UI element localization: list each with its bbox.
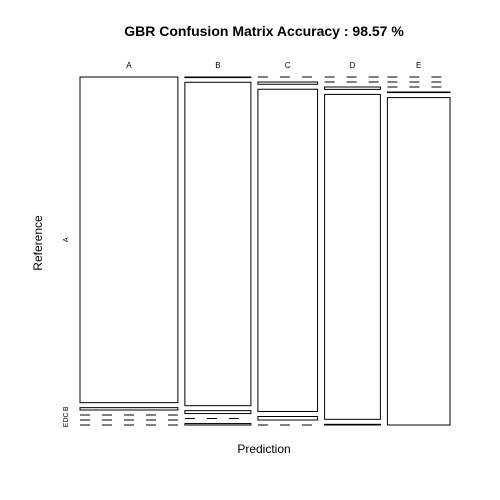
mosaic-cells bbox=[79, 76, 451, 426]
y-tick-label-b: B bbox=[63, 406, 70, 411]
cell-ref-e-pred-d bbox=[324, 423, 381, 426]
cell-ref-b-pred-a bbox=[79, 407, 179, 411]
cell-ref-e-pred-e bbox=[386, 97, 451, 426]
cell-ref-d-pred-c bbox=[257, 415, 319, 421]
cell-ref-a-pred-a bbox=[79, 76, 179, 404]
cell-ref-b-pred-b bbox=[184, 81, 252, 407]
cell-ref-c-pred-c bbox=[257, 88, 319, 412]
y-axis-label: Reference bbox=[31, 215, 45, 271]
chart-title: GBR Confusion Matrix Accuracy : 98.57 % bbox=[124, 23, 404, 39]
cell-ref-e-pred-b bbox=[184, 423, 252, 426]
x-tick-label-b: B bbox=[215, 61, 220, 70]
y-tick-label-c: C bbox=[63, 412, 70, 417]
cell-ref-d-pred-d bbox=[324, 93, 381, 420]
cell-ref-c-pred-b bbox=[184, 410, 252, 415]
cell-ref-b-pred-c bbox=[257, 81, 319, 85]
cell-ref-c-pred-d bbox=[324, 86, 381, 90]
x-tick-label-a: A bbox=[126, 61, 132, 70]
x-tick-labels: A B C D E bbox=[126, 61, 421, 70]
x-axis-label: Prediction bbox=[237, 442, 290, 456]
cell-ref-a-pred-b bbox=[184, 76, 252, 79]
x-tick-label-e: E bbox=[416, 61, 421, 70]
cell-ref-d-pred-e bbox=[386, 91, 451, 94]
x-tick-label-d: D bbox=[350, 61, 356, 70]
y-tick-label-d: D bbox=[63, 417, 70, 422]
x-tick-label-c: C bbox=[285, 61, 291, 70]
y-tick-label-e: E bbox=[63, 422, 70, 427]
y-tick-label-a: A bbox=[63, 237, 70, 242]
